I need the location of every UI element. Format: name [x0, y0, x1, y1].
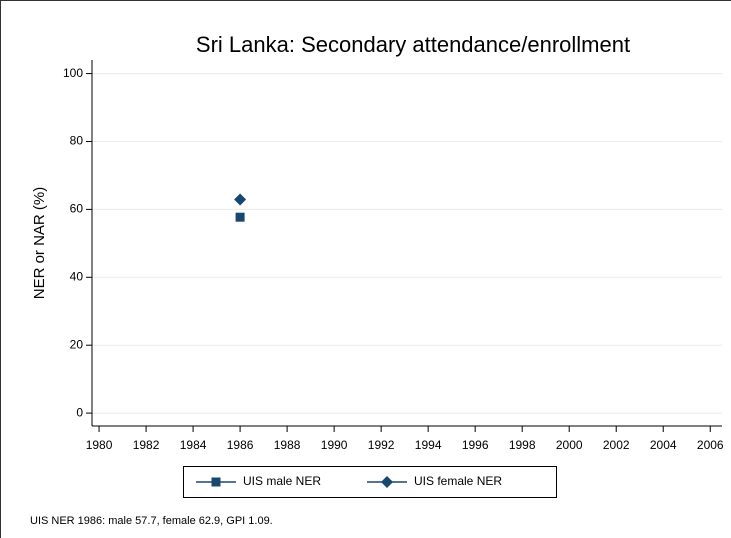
x-tick-label: 1998 [509, 438, 536, 452]
x-tick-label: 2002 [603, 438, 630, 452]
chart-title: Sri Lanka: Secondary attendance/enrollme… [196, 32, 630, 57]
x-tick-label: 2006 [697, 438, 724, 452]
y-axis-title: NER or NAR (%) [31, 187, 48, 300]
y-tick-label: 60 [70, 202, 84, 216]
y-tick-label: 80 [70, 134, 84, 148]
x-tick-label: 2004 [650, 438, 677, 452]
x-tick-label: 1980 [86, 438, 113, 452]
legend-label: UIS female NER [414, 474, 502, 488]
marker-square [211, 477, 221, 487]
y-tick-label: 0 [76, 405, 83, 419]
marker-diamond [381, 476, 393, 488]
x-tick-label: 1990 [321, 438, 348, 452]
x-tick-label: 2000 [556, 438, 583, 452]
x-tick-label: 1996 [462, 438, 489, 452]
marker-square [235, 212, 245, 222]
x-tick-label: 1984 [180, 438, 207, 452]
x-tick-label: 1982 [133, 438, 160, 452]
legend-label: UIS male NER [243, 474, 321, 488]
x-tick-label: 1986 [227, 438, 254, 452]
marker-diamond [234, 193, 247, 206]
x-tick-label: 1988 [274, 438, 301, 452]
x-tick-label: 1994 [415, 438, 442, 452]
y-tick-label: 40 [70, 269, 84, 283]
x-tick-label: 1992 [368, 438, 395, 452]
y-tick-label: 100 [63, 66, 83, 80]
note: UIS NER 1986: male 57.7, female 62.9, GP… [30, 515, 273, 527]
y-tick-label: 20 [70, 337, 84, 351]
